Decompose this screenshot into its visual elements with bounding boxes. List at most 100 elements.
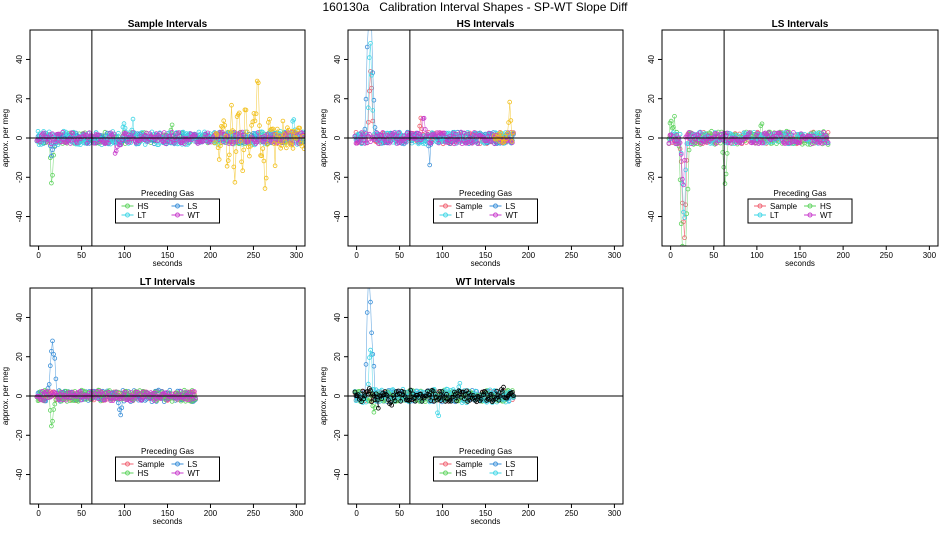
data-point — [105, 394, 110, 400]
data-point — [457, 380, 463, 386]
y-tick-label: -40 — [333, 210, 342, 222]
data-point — [232, 180, 238, 185]
data-point — [405, 397, 410, 403]
data-point — [113, 148, 119, 154]
legend-entry-wt: WT — [188, 211, 201, 220]
data-point — [402, 139, 408, 145]
data-point — [67, 394, 72, 400]
data-point — [374, 130, 380, 136]
data-point — [368, 40, 373, 46]
data-point — [388, 400, 393, 405]
data-point — [390, 393, 396, 398]
legend-title: Preceding Gas — [141, 447, 194, 456]
data-point — [453, 131, 458, 137]
data-point — [167, 387, 173, 393]
data-point — [747, 130, 752, 135]
data-point — [40, 140, 45, 145]
legend-swatch-marker — [757, 212, 763, 218]
data-point — [446, 398, 452, 404]
data-point — [686, 147, 692, 153]
y-tick-label: -20 — [333, 429, 342, 441]
legend-entry-ls: LS — [506, 460, 516, 469]
x-tick-label: 150 — [479, 251, 493, 260]
data-point — [390, 387, 396, 392]
data-point — [685, 141, 691, 147]
legend: Preceding Gas Sample LS HS LT — [433, 447, 538, 482]
x-tick-label: 300 — [290, 251, 304, 260]
data-point — [666, 140, 672, 146]
data-point — [673, 141, 678, 147]
data-point — [470, 139, 476, 145]
data-point — [50, 338, 55, 344]
data-point — [465, 399, 471, 404]
chart-panel-5: WT Intervals 0 50 100 150 200 250 300 -40 -20 0 20 4… — [319, 277, 624, 526]
data-point — [64, 394, 70, 400]
data-point — [462, 396, 467, 402]
data-point — [64, 131, 70, 137]
data-point — [674, 129, 679, 135]
data-point — [401, 389, 407, 395]
data-point — [144, 130, 149, 136]
data-point — [509, 139, 515, 144]
data-point — [765, 140, 770, 145]
data-point — [279, 143, 285, 148]
data-point — [111, 131, 117, 137]
data-point — [233, 132, 239, 138]
data-point — [263, 175, 269, 181]
x-tick-label: 100 — [436, 509, 450, 518]
data-point — [354, 397, 360, 403]
data-point — [299, 143, 305, 149]
x-tick-label: 250 — [565, 251, 579, 260]
series-line-gold — [214, 79, 305, 189]
legend-swatch-marker — [125, 203, 130, 209]
data-point — [408, 387, 414, 393]
data-point — [87, 141, 92, 146]
data-point — [760, 140, 766, 146]
data-point — [366, 281, 370, 285]
data-point — [487, 138, 493, 144]
data-point — [372, 125, 378, 130]
x-tick-label: 150 — [161, 509, 175, 518]
data-point — [427, 162, 433, 168]
panel-title: LS Intervals — [772, 19, 829, 30]
data-point — [79, 397, 84, 403]
data-point — [464, 400, 469, 406]
data-point — [222, 123, 228, 128]
x-tick-label: 300 — [290, 509, 304, 518]
data-point — [687, 137, 693, 142]
data-point — [430, 388, 436, 394]
data-point — [277, 133, 282, 138]
legend-entry-wt: WT — [188, 469, 201, 478]
data-point — [280, 118, 286, 124]
data-point — [176, 130, 182, 135]
data-point — [681, 209, 686, 215]
data-point — [507, 99, 513, 105]
data-point — [285, 125, 290, 130]
data-point — [239, 159, 244, 165]
data-point — [247, 153, 252, 159]
data-point — [105, 130, 110, 136]
y-tick-label: -40 — [15, 210, 24, 222]
data-point — [192, 389, 197, 394]
data-point — [40, 388, 45, 394]
legend-entry-sample: Sample — [456, 460, 484, 469]
data-point — [693, 140, 699, 145]
x-tick-label: 50 — [395, 509, 404, 518]
data-point — [680, 243, 685, 246]
data-point — [388, 139, 393, 144]
data-point — [418, 115, 424, 121]
legend-swatch-marker — [125, 470, 130, 476]
data-point — [53, 376, 59, 382]
data-point — [65, 390, 71, 396]
data-point — [116, 400, 121, 406]
data-point — [98, 389, 103, 394]
data-point — [102, 397, 108, 403]
data-point — [196, 129, 202, 135]
data-point — [380, 130, 386, 135]
data-point — [797, 139, 803, 144]
data-point — [278, 146, 284, 151]
data-point — [221, 118, 227, 123]
data-point — [368, 299, 373, 305]
data-point — [730, 136, 736, 142]
data-point — [450, 394, 456, 400]
